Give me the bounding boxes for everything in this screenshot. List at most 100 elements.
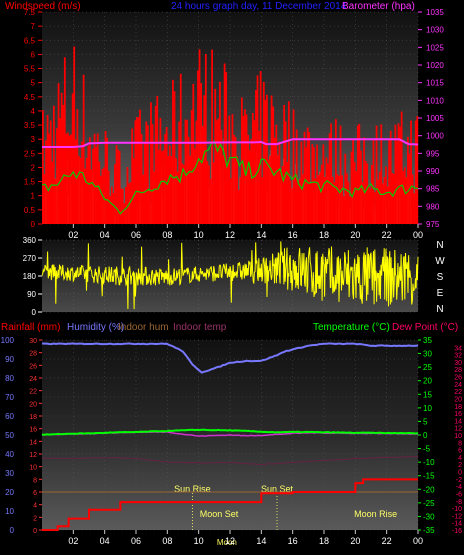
wind-x-tick-label: 16 [288, 230, 298, 240]
gust-bar [251, 112, 254, 224]
gust-bar [297, 184, 300, 224]
gust-bar [410, 120, 412, 224]
rain-line [42, 478, 418, 531]
gust-bar [200, 83, 202, 225]
gust-bar [392, 173, 395, 224]
gust-bar [253, 120, 256, 224]
gust-bar [286, 162, 289, 224]
wind-tick-label: 7.5 [24, 8, 36, 17]
gust-bar [258, 130, 260, 224]
gust-bar [173, 91, 176, 225]
sun-set-label: Sun Set [261, 484, 294, 494]
temperature-tick-label: -35 [423, 526, 435, 535]
wind-tick-label: 7 [31, 22, 36, 31]
climate-x-tick-label: 04 [100, 536, 110, 546]
gust-bar [92, 148, 94, 224]
gust-bar [267, 159, 270, 224]
gust-bar [62, 104, 65, 224]
gust-bar [121, 188, 124, 224]
temperature-tick-label: 5 [423, 417, 428, 426]
rain-tick-label: 24 [29, 376, 37, 383]
gust-bar [345, 173, 348, 224]
gust-bar [247, 134, 249, 224]
gust-bar [212, 162, 215, 224]
gust-bar [110, 186, 113, 224]
humidity-title: Humidity (%) [67, 322, 124, 333]
humidity-tick-label: 90 [5, 355, 14, 364]
gust-bar [209, 179, 212, 224]
gust-bar [411, 174, 414, 224]
gust-bar [167, 156, 170, 224]
gust-bar [414, 120, 417, 224]
gust-bar [74, 139, 77, 224]
dewpoint-tick-label: -16 [452, 528, 462, 535]
gust-bar [338, 175, 340, 224]
gust-bar [220, 130, 223, 224]
compass-label: E [437, 288, 444, 299]
direction-line [41, 241, 419, 310]
wind-tick-label: 6 [31, 50, 36, 59]
gust-bar [413, 193, 416, 224]
wind-tick-label: 1.5 [24, 178, 36, 187]
gust-bar [350, 151, 353, 224]
rain-tick-label: 28 [29, 351, 37, 358]
gust-bar [277, 155, 279, 224]
gust-bar [302, 174, 304, 224]
gust-bar [314, 178, 317, 224]
wind-tick-label: 3 [31, 135, 36, 144]
gust-bar [98, 161, 101, 224]
gust-bar [96, 133, 99, 224]
rain-tick-label: 8 [33, 477, 37, 484]
gust-bar [79, 158, 82, 224]
rain-tick-label: 18 [29, 414, 37, 421]
gust-bar [389, 130, 392, 224]
barometer-title: Barometer (hpa) [342, 1, 415, 12]
gust-bar [377, 179, 380, 224]
gust-bar [369, 188, 372, 224]
gust-bar [380, 124, 383, 224]
dewpoint-tick-label: 34 [454, 345, 462, 352]
wind-x-tick-label: 14 [256, 230, 266, 240]
gust-bar [109, 195, 112, 224]
gust-bar [306, 127, 309, 224]
barometer-tick-label: 1025 [426, 43, 444, 52]
gust-bar [375, 125, 378, 224]
dewpoint-tick-label: -4 [456, 484, 462, 491]
gust-bar [49, 120, 52, 224]
gust-bar [256, 75, 259, 224]
wind-x-tick-label: 06 [131, 230, 141, 240]
wind-average-line [41, 140, 419, 215]
gust-bar [183, 165, 185, 224]
gust-bar [228, 115, 231, 224]
wind-x-tick-label: 00 [413, 230, 423, 240]
gust-bar [264, 99, 267, 224]
dewpoint-tick-label: 4 [458, 455, 462, 462]
temperature-tick-label: -15 [423, 472, 435, 481]
gust-bar [214, 88, 217, 224]
gust-bar [300, 141, 303, 224]
gust-bar [255, 90, 257, 224]
gust-bar [287, 101, 290, 224]
gust-bar [179, 73, 182, 224]
gust-bar [68, 135, 71, 224]
humidity-tick-label: 60 [5, 412, 14, 421]
gust-bar [107, 170, 110, 224]
gust-bar [333, 182, 336, 224]
dewpoint-tick-label: 18 [454, 404, 462, 411]
humidity-tick-label: 100 [1, 336, 15, 345]
rain-tick-label: 14 [29, 439, 37, 446]
gust-bar [104, 131, 107, 224]
wind-tick-label: 5.5 [24, 65, 36, 74]
gust-bar [164, 133, 166, 224]
dewpoint-tick-label: 24 [454, 382, 462, 389]
climate-x-tick-label: 06 [131, 536, 141, 546]
gust-bar [291, 188, 293, 224]
gust-bar [168, 145, 171, 224]
temperature-tick-label: 15 [423, 390, 432, 399]
gust-bar [309, 182, 312, 224]
temperature-tick-label: -10 [423, 458, 435, 467]
compass-label: W [435, 256, 445, 267]
gust-bar [244, 109, 246, 224]
gust-bar [336, 174, 339, 224]
dewpoint-tick-label: -12 [452, 513, 462, 520]
